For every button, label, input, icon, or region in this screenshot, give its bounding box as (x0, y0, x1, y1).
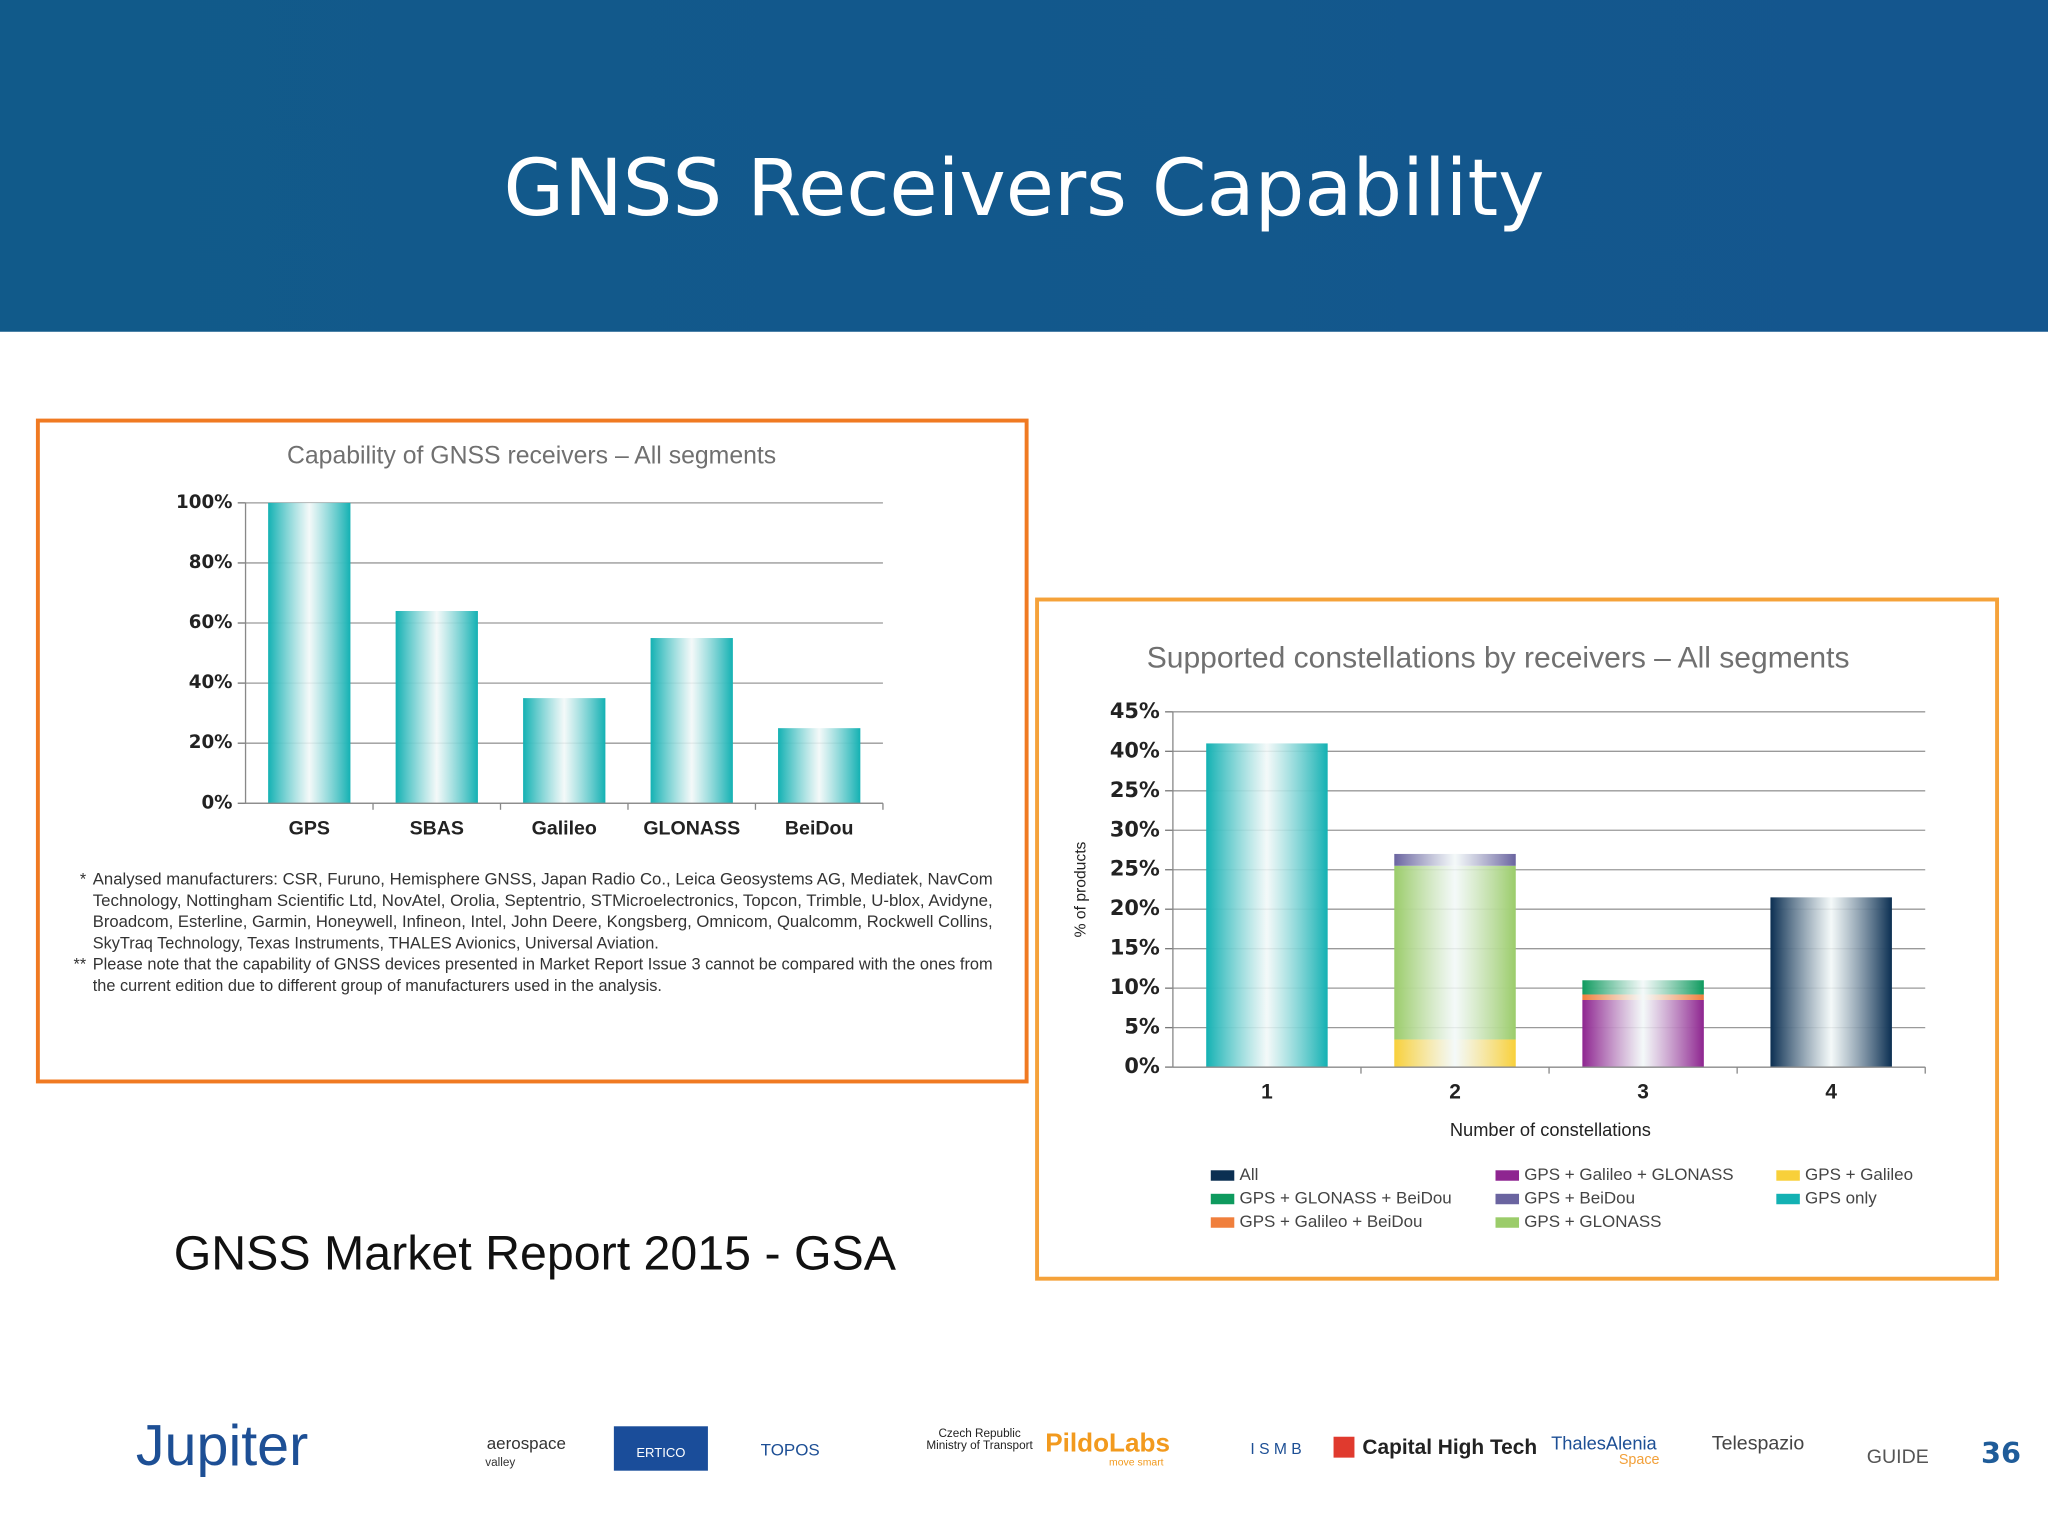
note-line: Technology, Nottingham Scientific Ltd, N… (93, 892, 993, 910)
x-tick-label: GPS (289, 818, 330, 840)
y-tick-label: 40% (189, 672, 233, 693)
x-axis-label: Number of constellations (1450, 1119, 1651, 1140)
y-tick-label: 0% (201, 792, 232, 813)
y-tick-label: 100% (176, 492, 232, 513)
legend-swatch (1210, 1170, 1235, 1181)
x-tick-label: 3 (1637, 1081, 1649, 1104)
bar-segment (1394, 1039, 1516, 1068)
note-marker: * (80, 871, 87, 889)
legend-label: GPS + GLONASS (1524, 1212, 1661, 1231)
legend-label: GPS + GLONASS + BeiDou (1240, 1189, 1452, 1208)
legend-label: GPS + BeiDou (1524, 1189, 1635, 1208)
legend-swatch (1776, 1170, 1800, 1181)
legend-swatch (1210, 1217, 1235, 1228)
y-tick-label: 60% (189, 612, 233, 633)
bar-segment (1582, 980, 1704, 995)
caption: GNSS Market Report 2015 - GSA (174, 1226, 897, 1280)
x-tick-label: BeiDou (785, 818, 854, 840)
chart-title: Supported constellations by receivers – … (1147, 642, 1850, 675)
logo-text: Telespazio (1712, 1433, 1805, 1455)
legend-label: GPS + Galileo + BeiDou (1240, 1212, 1423, 1231)
note-line: SkyTraq Technology, Texas Instruments, T… (93, 935, 659, 953)
bar-segment (1394, 853, 1516, 866)
y-tick-label: 30% (1110, 817, 1160, 841)
note-line: Analysed manufacturers: CSR, Furuno, Hem… (93, 871, 993, 889)
logo-text: GUIDE (1867, 1446, 1929, 1468)
y-axis-label: % of products (1073, 841, 1090, 937)
bar-segment (1770, 897, 1892, 1068)
logo-text: valley (485, 1456, 515, 1469)
chart-frame (1035, 597, 2000, 1281)
logo-text: Jupiter (136, 1414, 308, 1478)
y-tick-label: 0% (1124, 1054, 1160, 1078)
note-line: Broadcom, Esterline, Garmin, Honeywell, … (93, 913, 993, 931)
legend-swatch (1210, 1193, 1235, 1205)
legend-label: GPS + Galileo (1805, 1165, 1913, 1184)
logo-text: Czech Republic (938, 1427, 1020, 1440)
x-tick-label: GLONASS (643, 818, 740, 840)
logo-text: Space (1619, 1452, 1660, 1468)
y-tick-label: 45% (1110, 699, 1160, 723)
y-tick-label: 25% (1110, 778, 1160, 802)
logo-text: I S M B (1250, 1441, 1301, 1458)
x-tick-label: 1 (1261, 1081, 1273, 1104)
legend-label: All (1240, 1165, 1259, 1184)
logo-text: move smart (1109, 1458, 1164, 1469)
logo-text: ERTICO (636, 1445, 685, 1460)
note-marker: ** (74, 956, 87, 974)
legend-label: GPS + Galileo + GLONASS (1524, 1165, 1733, 1184)
logo-text: Ministry of Transport (926, 1439, 1033, 1452)
x-tick-label: SBAS (410, 818, 464, 840)
x-tick-label: 4 (1825, 1081, 1837, 1104)
bar (523, 698, 606, 804)
bar (395, 611, 478, 804)
chart-frame (35, 418, 1029, 1084)
logo-text: TOPOS (761, 1441, 820, 1460)
y-tick-label: 5% (1124, 1015, 1160, 1039)
logo-text: Capital High Tech (1362, 1436, 1537, 1459)
legend-swatch (1495, 1217, 1520, 1228)
bar (650, 638, 733, 804)
bar-segment (1582, 994, 1704, 1000)
note-line: Please note that the capability of GNSS … (93, 956, 993, 974)
logo-box (613, 1426, 708, 1471)
bar (778, 728, 861, 804)
x-tick-label: Galileo (532, 818, 597, 840)
logo-text: PildoLabs (1045, 1427, 1170, 1457)
y-tick-label: 20% (189, 732, 233, 753)
bar-segment (1394, 865, 1516, 1040)
y-tick-label: 80% (189, 552, 233, 573)
logo-box (1333, 1436, 1355, 1458)
y-tick-label: 25% (1110, 857, 1160, 881)
bar (268, 502, 351, 804)
y-tick-label: 10% (1110, 975, 1160, 999)
y-tick-label: 40% (1110, 738, 1160, 762)
legend-swatch (1495, 1193, 1520, 1205)
y-tick-label: 20% (1110, 896, 1160, 920)
legend-swatch (1495, 1170, 1520, 1181)
chart-title: Capability of GNSS receivers – All segme… (287, 443, 776, 470)
bar-segment (1206, 743, 1328, 1068)
logo-strip: Jupiter aerospace valley ERTICO TOPOS Czech R… (136, 1414, 1929, 1478)
logo-text: ThalesAlenia (1551, 1432, 1657, 1453)
slide-title: GNSS Receivers Capability (503, 143, 1544, 234)
page-number: 36 (1981, 1436, 2021, 1470)
x-tick-label: 2 (1449, 1081, 1461, 1104)
header-band (0, 0, 2048, 332)
logo-text: aerospace (487, 1434, 566, 1453)
note-line: the current edition due to different gro… (93, 977, 662, 995)
y-tick-label: 15% (1110, 936, 1160, 960)
bar-segment (1582, 999, 1704, 1068)
legend-label: GPS only (1805, 1189, 1877, 1208)
legend-swatch (1776, 1193, 1800, 1205)
